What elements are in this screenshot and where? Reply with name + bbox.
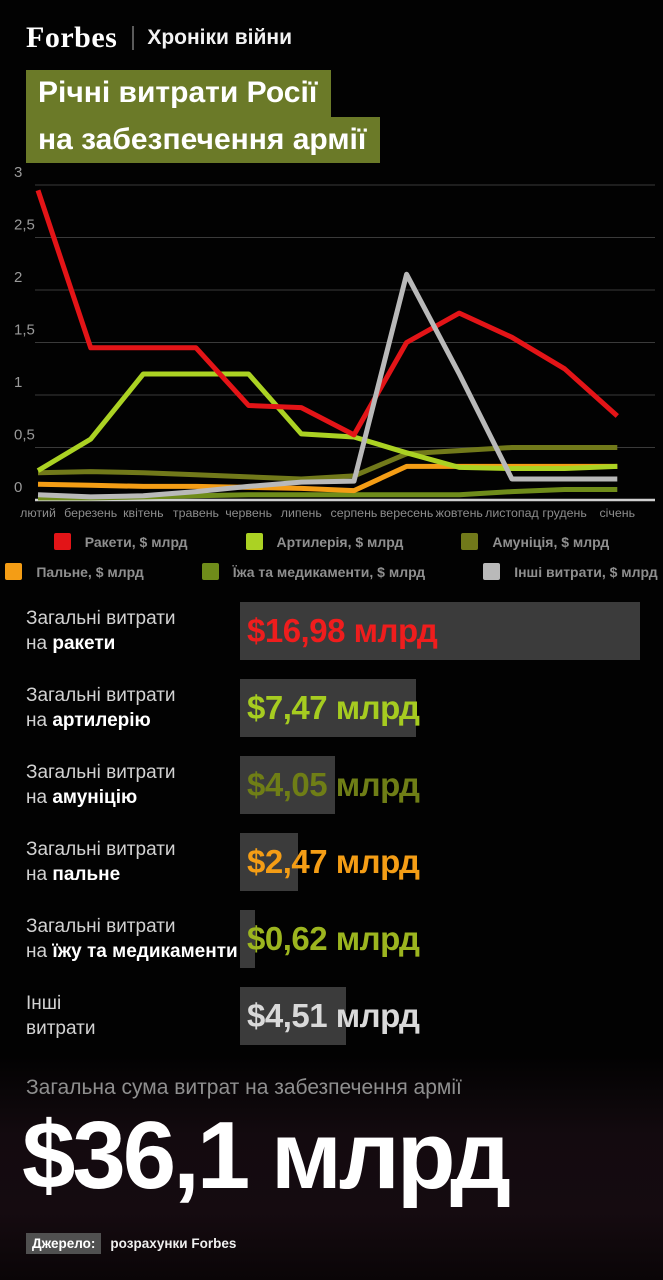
x-axis-month-label: липень <box>281 506 322 520</box>
legend-label: Їжа та медикаменти, $ млрд <box>232 563 426 580</box>
y-axis-tick-label: 2,5 <box>14 217 35 234</box>
summary-section: Загальні витрати на ракети $16,98 млрд Зага… <box>0 602 663 1045</box>
source-label: Джерело: <box>26 1232 102 1254</box>
page-title-line2: на забезпечення армії <box>26 116 381 163</box>
summary-row-label: Загальні витрати на артилерію <box>26 685 176 731</box>
summary-value: $4,05 млрд <box>247 766 420 803</box>
chart-area: 0 0,5 1 1,5 2 2,5 3 лютий березень квітень травень… <box>0 165 663 523</box>
legend-label: Інші витрати, $ млрд <box>514 563 658 580</box>
summary-bar-container: $2,47 млрд <box>240 833 640 891</box>
x-axis-month-label: грудень <box>542 506 586 520</box>
summary-row: Загальні витрати на артилерію $7,47 млрд <box>26 679 663 737</box>
y-axis-tick-label: 3 <box>14 165 22 181</box>
legend-label: Ракети, $ млрд <box>84 533 188 550</box>
legend-item-artillery: Артилерія, $ млрд <box>245 533 404 550</box>
summary-value: $4,51 млрд <box>247 997 420 1034</box>
legend-item-fuel: Пальне, $ млрд <box>5 563 144 580</box>
source-text: розрахунки Forbes <box>110 1235 237 1251</box>
summary-row-label: Загальні витрати на їжу та медикаменти <box>26 916 238 962</box>
legend-row: Пальне, $ млрд Їжа та медикаменти, $ млрд… <box>0 563 663 580</box>
x-axis-month-label: лютий <box>20 506 56 520</box>
legend-swatch-ammunition <box>461 533 479 550</box>
summary-value: $2,47 млрд <box>247 843 420 880</box>
y-axis-tick-label: 2 <box>14 269 22 286</box>
x-axis-month-label: жовтень <box>436 506 483 520</box>
header: Forbes Хроніки війни <box>0 0 663 60</box>
legend-label: Амуніція, $ млрд <box>492 533 610 550</box>
x-axis-month-label: серпень <box>331 506 378 520</box>
series-line-rockets <box>35 189 619 438</box>
y-axis-tick-label: 1 <box>14 374 22 391</box>
summary-row: Загальні витрати на ракети $16,98 млрд <box>26 602 663 660</box>
summary-bar <box>240 679 416 737</box>
legend-swatch-rockets <box>53 533 71 550</box>
x-axis-month-label: вересень <box>380 506 434 520</box>
spending-line-chart: 0 0,5 1 1,5 2 2,5 3 лютий березень квітень травень… <box>14 165 655 520</box>
page-title: Річні витрати Росії на забезпечення армі… <box>26 70 663 163</box>
total-section: Загальна сума витрат на забезпечення арм… <box>0 1056 663 1280</box>
summary-bar <box>240 987 347 1045</box>
x-axis-month-label: травень <box>173 506 219 520</box>
source-line: Джерело: розрахунки Forbes <box>26 1232 663 1254</box>
summary-bar-container: $16,98 млрд <box>240 602 640 660</box>
summary-bar-container: $7,47 млрд <box>240 679 640 737</box>
legend-swatch-artillery <box>245 533 263 550</box>
summary-row: Інші витрати $4,51 млрд <box>26 987 663 1045</box>
summary-row-label: Загальні витрати на амуніцію <box>26 762 176 808</box>
y-axis-tick-label: 1,5 <box>14 322 35 339</box>
x-axis-month-label: січень <box>599 506 635 520</box>
legend-swatch-fuel <box>5 563 23 580</box>
legend-item-ammunition: Амуніція, $ млрд <box>461 533 609 550</box>
x-axis-month-label: червень <box>225 506 272 520</box>
summary-row-label: Загальні витрати на ракети <box>26 608 176 654</box>
x-axis-month-label: березень <box>64 506 117 520</box>
summary-row-label: Інші витрати <box>26 993 96 1039</box>
legend-item-rockets: Ракети, $ млрд <box>53 533 188 550</box>
series-line-artillery <box>36 371 618 473</box>
summary-value: $0,62 млрд <box>247 920 420 957</box>
series-line-other <box>37 271 618 500</box>
summary-bar <box>240 910 255 968</box>
x-axis-month-label: квітень <box>123 506 163 520</box>
page-title-line1: Річні витрати Росії <box>26 70 332 117</box>
legend-item-other: Інші витрати, $ млрд <box>483 563 658 580</box>
summary-value: $7,47 млрд <box>247 689 420 726</box>
total-value: $36,1 млрд <box>22 1102 511 1209</box>
summary-bar-container: $4,51 млрд <box>240 987 640 1045</box>
legend-item-food: Їжа та медикаменти, $ млрд <box>201 563 426 580</box>
legend-row: Ракети, $ млрд Артилерія, $ млрд Амуніція,… <box>0 533 663 550</box>
chart-legend: Ракети, $ млрд Артилерія, $ млрд Амуніція,… <box>0 533 663 580</box>
summary-bar <box>240 602 640 660</box>
x-axis-month-label: листопад <box>485 506 539 520</box>
header-section-title: Хроніки війни <box>147 26 293 49</box>
legend-swatch-other <box>483 563 501 580</box>
summary-bar <box>240 833 299 891</box>
summary-row-label: Загальні витрати на пальне <box>26 839 176 885</box>
total-label: Загальна сума витрат на забезпечення арм… <box>26 1076 462 1099</box>
summary-bar-container: $0,62 млрд <box>240 910 640 968</box>
legend-label: Артилерія, $ млрд <box>276 533 404 550</box>
summary-row: Загальні витрати на їжу та медикаменти $0,… <box>26 910 663 968</box>
legend-swatch-food <box>201 563 219 580</box>
header-separator <box>132 26 135 50</box>
series-line-ammunition <box>37 445 618 482</box>
y-axis-tick-label: 0 <box>14 479 22 496</box>
summary-bar-container: $4,05 млрд <box>240 756 640 814</box>
summary-row: Загальні витрати на пальне $2,47 млрд <box>26 833 663 891</box>
summary-value: $16,98 млрд <box>247 612 438 649</box>
summary-row: Загальні витрати на амуніцію $4,05 млрд <box>26 756 663 814</box>
summary-bar <box>240 756 336 814</box>
forbes-logo: Forbes <box>26 21 118 54</box>
y-axis-tick-label: 0,5 <box>14 427 35 444</box>
legend-label: Пальне, $ млрд <box>36 563 144 580</box>
